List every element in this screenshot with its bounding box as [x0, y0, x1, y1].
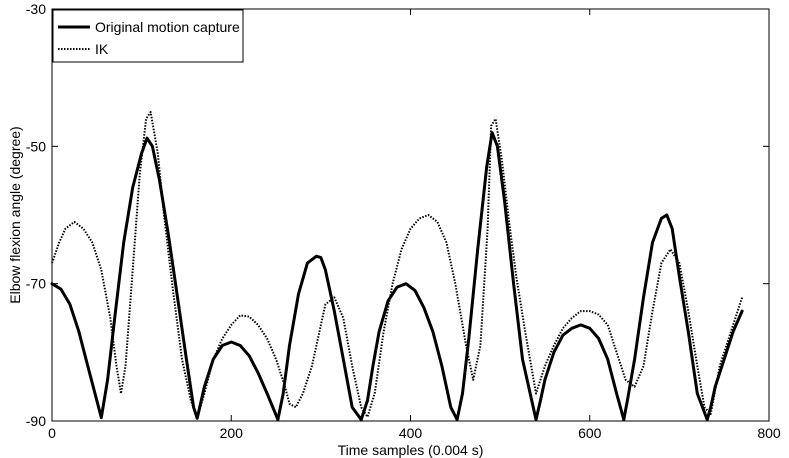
y-tick-label: -90 — [26, 413, 46, 429]
x-tick-label: 0 — [48, 425, 56, 441]
legend-label-ik: IK — [95, 41, 109, 57]
legend-box — [52, 9, 244, 63]
y-axis-label: Elbow flexion angle (degree) — [7, 126, 23, 303]
y-tick-label: -50 — [26, 138, 46, 154]
x-tick-label: 600 — [578, 425, 602, 441]
x-axis-label: Time samples (0.004 s) — [338, 442, 484, 458]
y-tick-label: -70 — [26, 276, 46, 292]
x-tick-label: 200 — [220, 425, 244, 441]
series-line-ik — [51, 111, 744, 420]
series-layer — [50, 111, 744, 422]
x-axis: 0 200 400 600 800 — [48, 9, 781, 441]
y-tick-label: -30 — [26, 1, 46, 17]
x-tick-label: 800 — [757, 425, 781, 441]
plot-area — [51, 8, 770, 422]
legend-label-original: Original motion capture — [95, 19, 240, 35]
x-tick-label: 400 — [399, 425, 423, 441]
legend: Original motion capture IK — [52, 9, 244, 63]
series-line-original — [50, 131, 744, 422]
y-axis: -90 -70 -50 -30 — [26, 1, 769, 429]
